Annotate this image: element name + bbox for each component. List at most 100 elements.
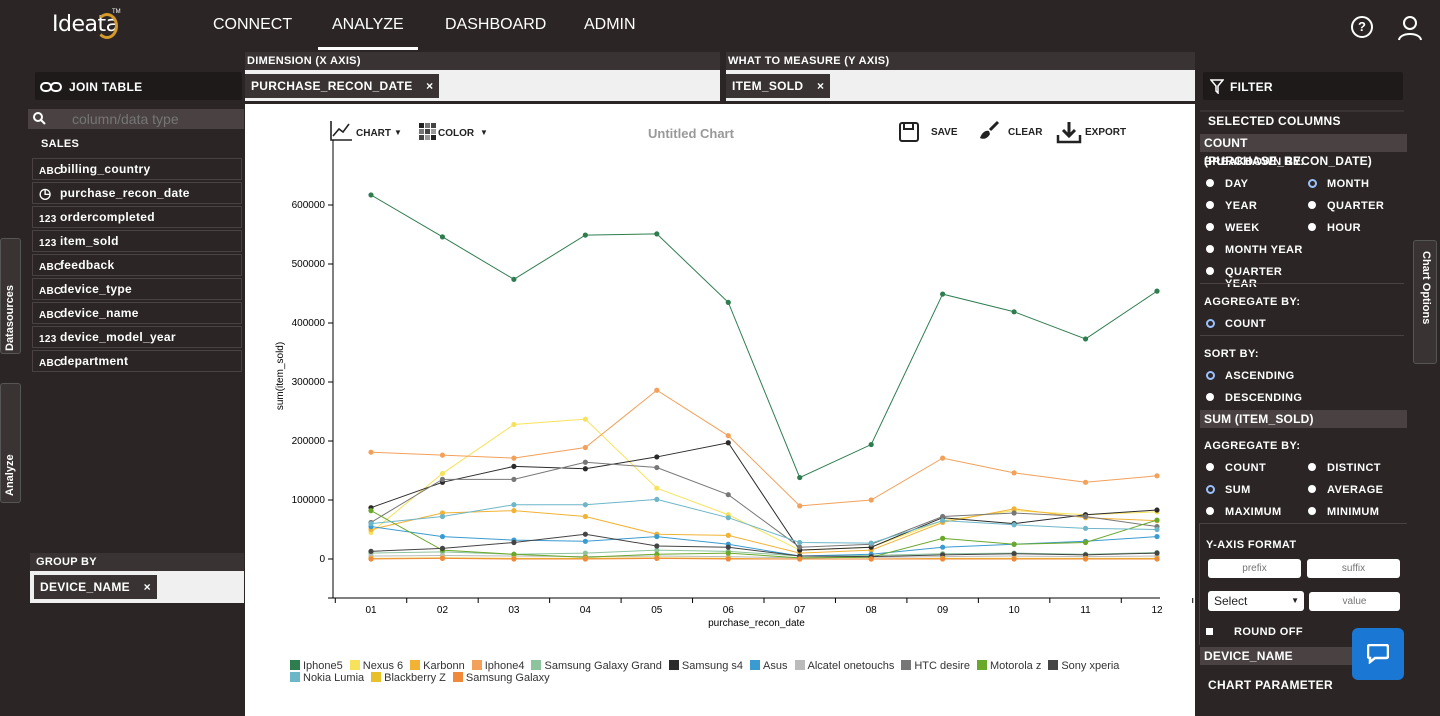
dimension-dropzone[interactable]: PURCHASE_RECON_DATE ×	[245, 70, 720, 101]
series-line-sony-xperia[interactable]	[370, 533, 1158, 558]
nav-admin[interactable]: ADMIN	[584, 16, 636, 33]
data-point[interactable]	[725, 515, 731, 521]
data-point[interactable]	[511, 502, 517, 508]
chart-type-button[interactable]: CHART ▼	[329, 120, 405, 144]
data-point[interactable]	[725, 556, 731, 562]
field-item-ordercompleted[interactable]: 123 ordercompleted	[32, 206, 242, 228]
data-point[interactable]	[368, 192, 374, 198]
round-off-checkbox[interactable]: ROUND OFF	[1206, 626, 1316, 638]
series-line-karbonn[interactable]	[370, 508, 1158, 554]
nav-connect[interactable]: CONNECT	[213, 16, 293, 33]
data-point[interactable]	[654, 496, 660, 503]
data-point[interactable]	[582, 502, 588, 508]
radio-option-sum[interactable]: SUM	[1206, 484, 1306, 496]
data-point[interactable]	[439, 545, 446, 551]
help-icon[interactable]: ?	[1351, 16, 1373, 38]
color-button[interactable]: COLOR ▼	[419, 123, 491, 143]
nav-dashboard[interactable]: DASHBOARD	[445, 16, 547, 33]
data-point[interactable]	[654, 387, 660, 393]
data-point[interactable]	[725, 492, 731, 498]
join-table-button[interactable]: JOIN TABLE	[35, 72, 242, 100]
measure-pill[interactable]: ITEM_SOLD ×	[726, 74, 831, 98]
device-name-column-header[interactable]: DEVICE_NAME	[1200, 647, 1355, 665]
radio-option-descending[interactable]: DESCENDING	[1206, 392, 1306, 404]
data-point[interactable]	[582, 538, 588, 544]
legend-item[interactable]: Asus	[750, 660, 788, 672]
data-point[interactable]	[439, 470, 446, 477]
remove-measure-icon[interactable]: ×	[817, 79, 825, 93]
search-input[interactable]	[72, 110, 237, 128]
value-input[interactable]	[1309, 592, 1400, 611]
data-point[interactable]	[582, 466, 588, 472]
remove-group-by-icon[interactable]: ×	[143, 580, 151, 594]
data-point[interactable]	[1011, 556, 1017, 562]
data-point[interactable]	[1154, 526, 1160, 533]
data-point[interactable]	[868, 540, 874, 546]
field-item-device-name[interactable]: ABC device_name	[32, 302, 242, 324]
data-point[interactable]	[439, 476, 446, 482]
data-point[interactable]	[439, 234, 446, 240]
data-point[interactable]	[511, 476, 517, 482]
measure-dropzone[interactable]: ITEM_SOLD ×	[726, 70, 1195, 101]
field-item-item-sold[interactable]: 123 item_sold	[32, 230, 242, 252]
field-item-department[interactable]: ABC department	[32, 350, 242, 372]
data-point[interactable]	[511, 556, 517, 562]
series-line-alcatel-onetouchs[interactable]	[370, 554, 1158, 559]
chart-parameter-title[interactable]: CHART PARAMETER	[1208, 678, 1333, 692]
data-point[interactable]	[654, 464, 660, 471]
data-point[interactable]	[940, 535, 946, 541]
radio-option-count[interactable]: COUNT	[1206, 462, 1306, 474]
tab-datasources[interactable]: Datasources	[0, 238, 21, 354]
data-point[interactable]	[1082, 336, 1089, 342]
data-point[interactable]	[1082, 525, 1089, 531]
aggregate-count-radio[interactable]: COUNT	[1206, 318, 1296, 330]
legend-item[interactable]: Alcatel onetouchs	[794, 660, 894, 672]
data-point[interactable]	[940, 544, 946, 550]
data-point[interactable]	[582, 556, 588, 562]
series-line-nexus-6[interactable]	[370, 418, 1158, 551]
data-point[interactable]	[1011, 541, 1017, 547]
legend-item[interactable]: Blackberry Z	[371, 672, 446, 684]
legend-item[interactable]: Samsung Galaxy Grand	[531, 660, 662, 672]
radio-option-ascending[interactable]: ASCENDING	[1206, 370, 1306, 382]
user-profile-icon[interactable]	[1398, 15, 1422, 41]
count-column-header[interactable]: COUNT (PURCHASE_RECON_DATE)	[1200, 134, 1407, 168]
data-point[interactable]	[368, 548, 374, 554]
radio-option-year[interactable]: YEAR	[1206, 200, 1306, 212]
legend-item[interactable]: Motorola z	[976, 660, 1041, 672]
data-point[interactable]	[868, 556, 874, 562]
data-point[interactable]	[940, 556, 946, 562]
legend-item[interactable]: Iphone5	[290, 660, 343, 672]
data-point[interactable]	[1154, 473, 1160, 479]
data-point[interactable]	[725, 544, 731, 550]
data-point[interactable]	[439, 513, 446, 520]
legend-item[interactable]: Sony xperia	[1048, 660, 1119, 672]
series-line-htc-desire[interactable]	[370, 461, 1158, 548]
data-point[interactable]	[1082, 539, 1089, 546]
radio-option-quarter-year[interactable]: QUARTER YEAR	[1206, 266, 1306, 290]
filter-button[interactable]: FILTER	[1203, 72, 1403, 100]
data-point[interactable]	[1011, 510, 1017, 516]
data-point[interactable]	[1154, 550, 1160, 556]
export-button[interactable]: EXPORT	[1056, 120, 1128, 144]
chat-button[interactable]	[1352, 628, 1404, 680]
data-point[interactable]	[1154, 517, 1160, 523]
radio-option-month-year[interactable]: MONTH YEAR	[1206, 244, 1306, 256]
clear-button[interactable]: CLEAR	[978, 120, 1044, 144]
data-point[interactable]	[654, 547, 660, 553]
data-point[interactable]	[1154, 533, 1160, 540]
field-item-feedback[interactable]: ABC feedback	[32, 254, 242, 276]
prefix-input[interactable]	[1208, 559, 1301, 578]
nav-analyze[interactable]: ANALYZE	[318, 16, 418, 50]
data-point[interactable]	[654, 454, 660, 460]
radio-option-week[interactable]: WEEK	[1206, 222, 1306, 234]
sum-column-header[interactable]: SUM (ITEM_SOLD)	[1200, 410, 1407, 428]
data-point[interactable]	[868, 497, 874, 503]
group-by-dropzone[interactable]: DEVICE_NAME ×	[30, 571, 244, 603]
data-point[interactable]	[940, 291, 946, 297]
legend-item[interactable]: HTC desire	[901, 660, 970, 672]
data-point[interactable]	[582, 416, 588, 422]
data-point[interactable]	[511, 276, 517, 282]
legend-item[interactable]: Karbonn	[410, 660, 465, 672]
data-point[interactable]	[797, 503, 803, 509]
